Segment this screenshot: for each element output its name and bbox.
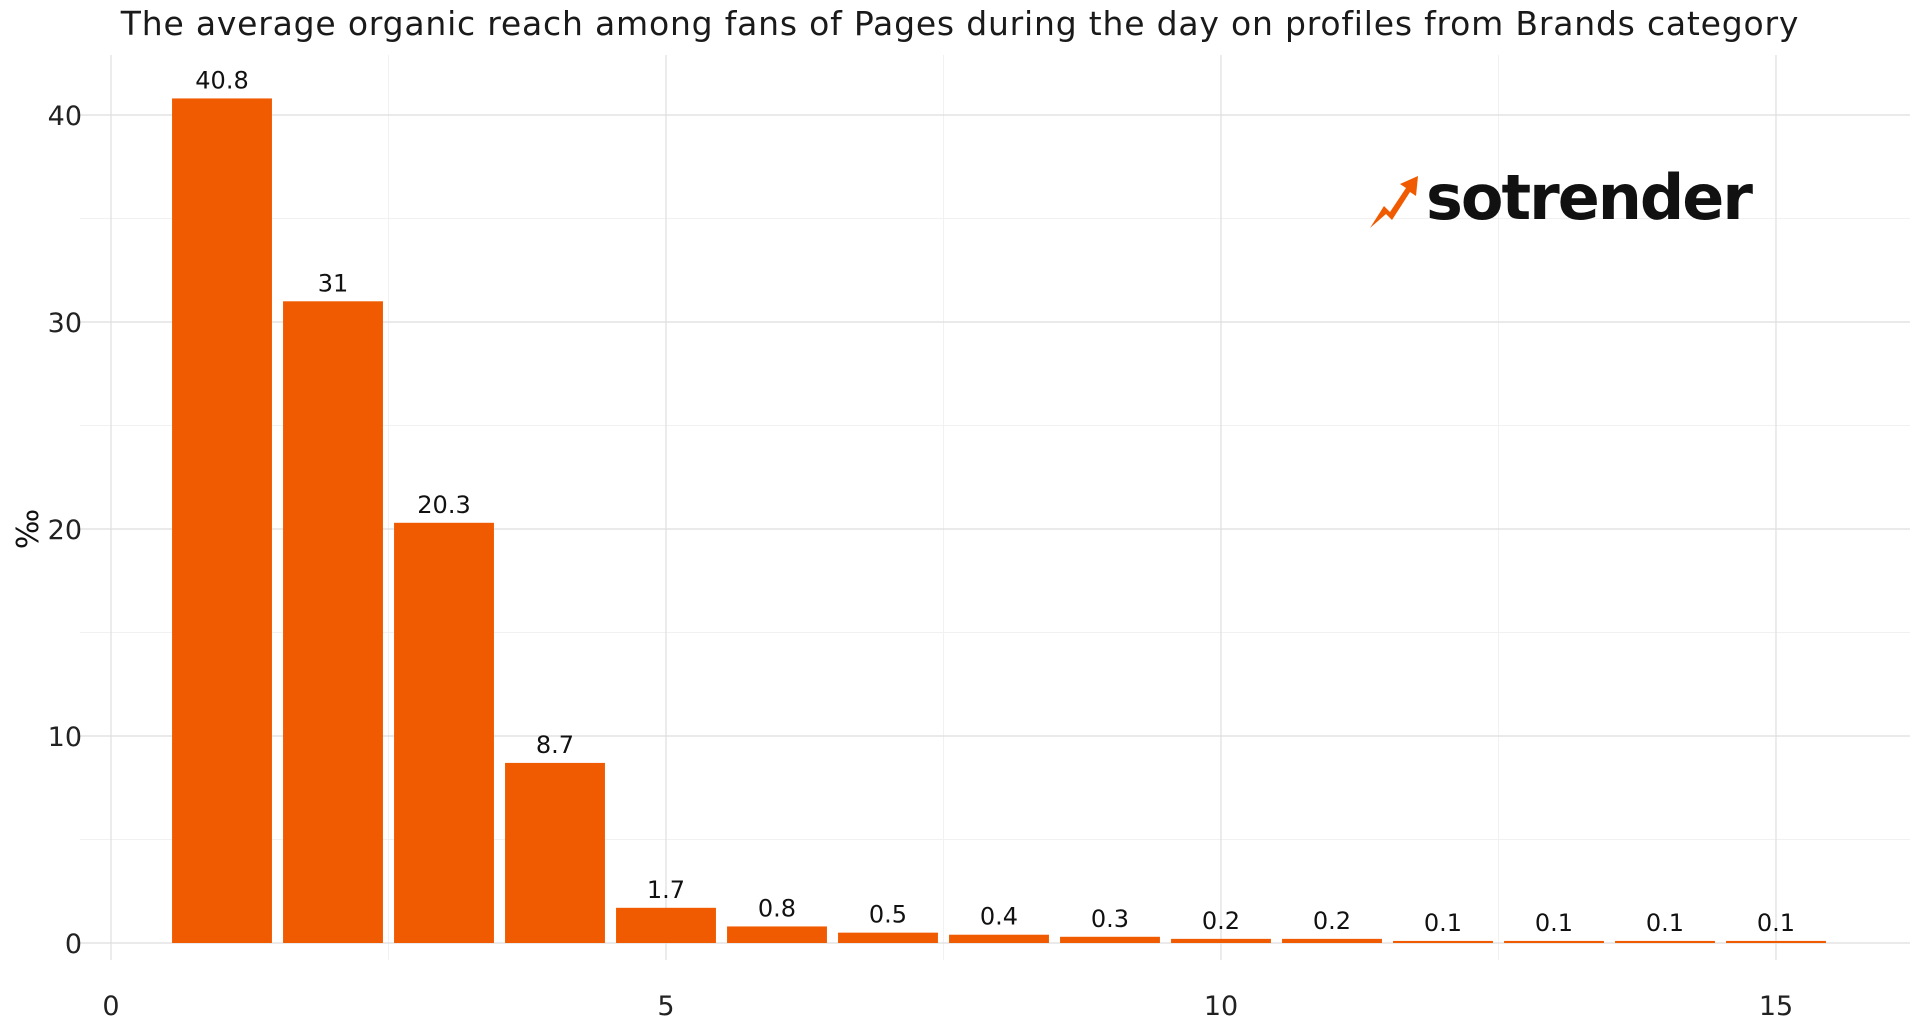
bar	[1393, 940, 1493, 943]
data-label: 0.1	[1535, 909, 1573, 937]
data-label: 31	[318, 269, 349, 297]
y-tick-label: 0	[65, 929, 82, 960]
y-tick-label: 40	[48, 101, 82, 132]
data-label: 0.5	[869, 901, 907, 929]
x-axis-ticks: 0 5 10 15	[102, 991, 1793, 1022]
bar	[1504, 940, 1604, 943]
y-tick-label: 10	[48, 722, 82, 753]
bar	[727, 926, 827, 943]
x-tick-label: 10	[1204, 991, 1238, 1022]
lightning-arrow-icon	[1370, 176, 1418, 228]
bar	[172, 98, 272, 943]
x-tick-label: 0	[102, 991, 119, 1022]
bar	[1615, 940, 1715, 943]
bar	[505, 762, 605, 943]
y-axis-ticks: 0 10 20 30 40	[48, 101, 82, 960]
bar	[1060, 936, 1160, 943]
data-label: 0.3	[1091, 905, 1129, 933]
sotrender-logo: sotrender	[1370, 158, 1753, 238]
bar	[838, 932, 938, 943]
logo-text: sotrender	[1426, 161, 1753, 234]
y-tick-label: 20	[48, 515, 82, 546]
data-label: 0.2	[1313, 907, 1351, 935]
bar	[949, 934, 1049, 943]
x-tick-label: 5	[657, 991, 674, 1022]
bar	[283, 301, 383, 943]
bar	[1726, 940, 1826, 943]
data-label: 0.1	[1757, 909, 1795, 937]
data-label: 1.7	[647, 876, 685, 904]
data-label: 20.3	[417, 491, 470, 519]
data-label: 0.1	[1424, 909, 1462, 937]
bar	[1171, 938, 1271, 943]
bar	[616, 907, 716, 943]
data-label: 0.4	[980, 903, 1018, 931]
data-label: 0.2	[1202, 907, 1240, 935]
y-axis-title: ‰	[11, 509, 46, 549]
x-tick-label: 15	[1759, 991, 1793, 1022]
grid	[80, 55, 1910, 960]
data-label: 0.8	[758, 894, 796, 922]
bars	[172, 98, 1826, 943]
bar	[1282, 938, 1382, 943]
data-label: 40.8	[195, 66, 248, 94]
chart-title: The average organic reach among fans of …	[120, 4, 1800, 43]
data-label: 8.7	[536, 731, 574, 759]
bar	[394, 522, 494, 943]
data-label: 0.1	[1646, 909, 1684, 937]
data-labels: 40.8 31 20.3 8.7 1.7 0.8 0.5 0.4 0.3 0.2 0.2 0.1 0.1…	[195, 66, 1795, 936]
y-tick-label: 30	[48, 308, 82, 339]
